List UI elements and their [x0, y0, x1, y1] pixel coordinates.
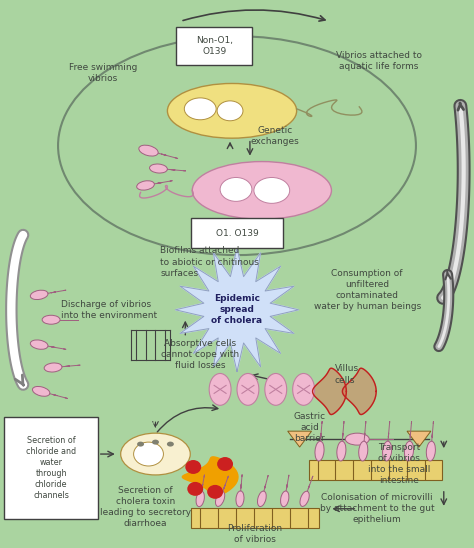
FancyBboxPatch shape — [191, 508, 319, 528]
Ellipse shape — [167, 83, 297, 138]
Ellipse shape — [185, 460, 201, 474]
Text: Biofilms attached
to abiotic or chitinous
surfaces: Biofilms attached to abiotic or chitinou… — [161, 247, 259, 278]
Ellipse shape — [121, 433, 190, 475]
Polygon shape — [175, 248, 299, 372]
Text: Colonisation of microvilli
by attachment to the gut
epithelium: Colonisation of microvilli by attachment… — [320, 493, 435, 524]
Ellipse shape — [281, 491, 289, 507]
Ellipse shape — [236, 491, 244, 507]
Ellipse shape — [32, 386, 50, 396]
Ellipse shape — [216, 491, 225, 506]
Text: Proliferation
of vibrios: Proliferation of vibrios — [228, 523, 283, 544]
FancyBboxPatch shape — [309, 460, 442, 480]
Polygon shape — [407, 431, 431, 447]
Ellipse shape — [42, 315, 60, 324]
Text: Secretion of
cholera toxin
leading to secretory
diarrhoea: Secretion of cholera toxin leading to se… — [100, 486, 191, 528]
Text: Free swimming
vibrios: Free swimming vibrios — [69, 63, 137, 83]
Ellipse shape — [383, 441, 392, 461]
Ellipse shape — [187, 482, 203, 496]
Ellipse shape — [337, 441, 346, 461]
Ellipse shape — [196, 491, 204, 507]
Ellipse shape — [149, 164, 167, 173]
Ellipse shape — [134, 442, 164, 466]
Polygon shape — [342, 368, 376, 414]
Ellipse shape — [315, 441, 324, 461]
Ellipse shape — [292, 374, 315, 406]
Ellipse shape — [137, 181, 155, 190]
Text: Secretion of
chloride and
water
through
chloride
channels: Secretion of chloride and water through … — [26, 436, 76, 500]
Ellipse shape — [209, 374, 231, 406]
Ellipse shape — [237, 374, 259, 406]
Text: Epidemic
spread
of cholera: Epidemic spread of cholera — [211, 294, 263, 326]
Ellipse shape — [192, 162, 331, 219]
Text: Consumption of
unfiltered
contaminated
water by human beings: Consumption of unfiltered contaminated w… — [314, 269, 421, 311]
Ellipse shape — [44, 363, 62, 372]
Ellipse shape — [265, 374, 287, 406]
Ellipse shape — [152, 439, 159, 444]
FancyBboxPatch shape — [191, 218, 283, 248]
Text: O1. O139: O1. O139 — [216, 229, 258, 238]
Ellipse shape — [137, 442, 144, 447]
Text: Discharge of vibrios
into the environment: Discharge of vibrios into the environmen… — [61, 300, 157, 320]
Ellipse shape — [404, 441, 413, 461]
Ellipse shape — [346, 433, 369, 445]
Ellipse shape — [30, 340, 48, 349]
Ellipse shape — [184, 98, 216, 120]
Text: Absorptive cells
cannot cope with
fluid losses: Absorptive cells cannot cope with fluid … — [161, 339, 239, 370]
Ellipse shape — [300, 491, 309, 506]
Polygon shape — [288, 431, 311, 447]
Text: Genetic
exchanges: Genetic exchanges — [250, 125, 299, 146]
Ellipse shape — [257, 491, 266, 506]
Polygon shape — [312, 368, 346, 414]
FancyBboxPatch shape — [176, 27, 252, 65]
FancyBboxPatch shape — [4, 417, 98, 519]
Ellipse shape — [217, 457, 233, 471]
Text: Gastric
acid
barrier: Gastric acid barrier — [293, 412, 326, 443]
Ellipse shape — [139, 145, 158, 156]
Ellipse shape — [220, 178, 252, 201]
Text: Transport
of vibrios
into the small
intestine: Transport of vibrios into the small inte… — [368, 443, 430, 485]
Text: Vibrios attached to
aquatic life forms: Vibrios attached to aquatic life forms — [336, 51, 422, 71]
Polygon shape — [182, 457, 238, 497]
Text: Non-O1,
O139: Non-O1, O139 — [196, 36, 233, 56]
Ellipse shape — [207, 485, 223, 499]
Ellipse shape — [167, 442, 174, 447]
Ellipse shape — [359, 441, 368, 461]
Text: Villus
cells: Villus cells — [335, 364, 358, 385]
Ellipse shape — [217, 101, 243, 121]
Ellipse shape — [30, 290, 48, 300]
Ellipse shape — [254, 178, 290, 203]
Ellipse shape — [426, 441, 436, 461]
